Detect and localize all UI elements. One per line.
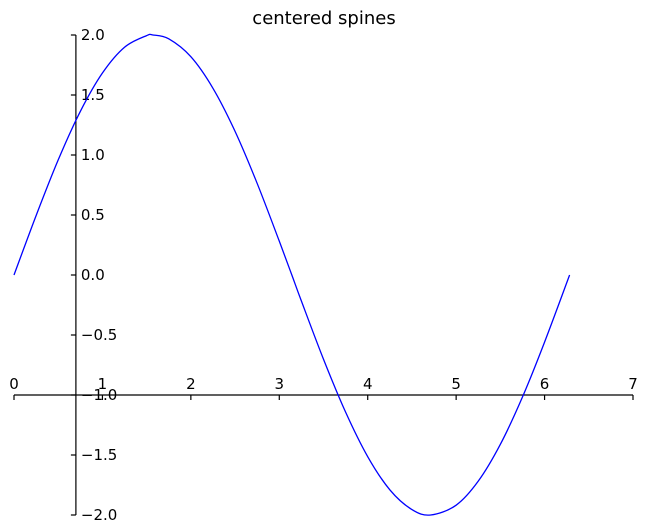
y-tick-label: −2.0 <box>81 506 117 524</box>
x-tick-label: 4 <box>363 375 373 393</box>
y-tick-label: 0.5 <box>81 206 105 224</box>
y-tick-label: 1.0 <box>81 146 105 164</box>
x-tick-label: 5 <box>451 375 461 393</box>
y-axis-ticks: 2.01.51.00.50.0−0.5−1.0−1.5−2.0 <box>70 26 117 524</box>
series-line <box>13 33 571 516</box>
x-tick-label: 2 <box>186 375 196 393</box>
chart-title: centered spines <box>252 8 395 29</box>
chart-spines <box>14 35 633 515</box>
x-tick-label: 6 <box>540 375 550 393</box>
x-tick-label: 1 <box>98 375 108 393</box>
x-tick-label: 3 <box>275 375 285 393</box>
y-tick-label: 0.0 <box>81 266 105 284</box>
y-tick-label: 2.0 <box>81 26 105 44</box>
x-tick-label: 7 <box>628 375 638 393</box>
x-tick-label: 0 <box>9 375 19 393</box>
y-tick-label: −1.0 <box>81 386 117 404</box>
x-axis-ticks: 0 1 2 3 4 5 6 7 <box>9 375 638 400</box>
y-tick-label: −1.5 <box>81 446 117 464</box>
y-tick-label: −0.5 <box>81 326 117 344</box>
